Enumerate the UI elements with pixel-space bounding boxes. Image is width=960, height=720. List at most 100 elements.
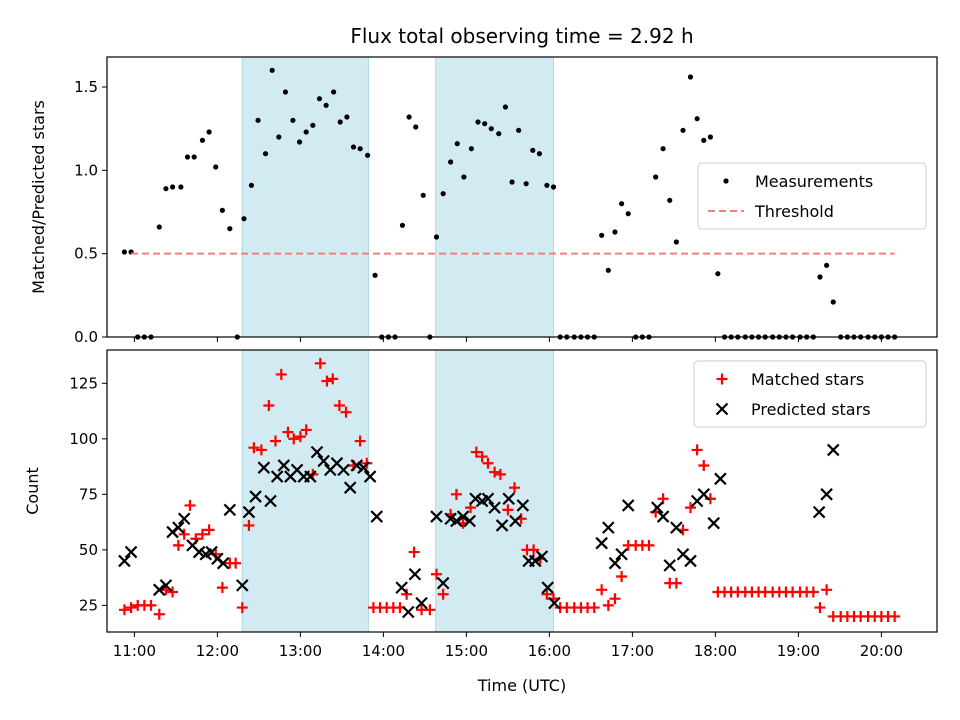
data-point bbox=[333, 400, 345, 412]
bottom-panel: 11:00 12:00 13:00 14:00 15:00 16:00 17:00 18:00… bbox=[23, 349, 938, 660]
y-tick-label: 0.5 bbox=[74, 245, 98, 263]
shaded-interval-2 bbox=[435, 56, 555, 338]
data-point bbox=[294, 431, 306, 443]
data-point bbox=[163, 186, 169, 192]
y-axis-label: Matched/Predicted stars bbox=[29, 100, 48, 294]
data-point bbox=[588, 602, 600, 614]
axes-frame bbox=[106, 349, 938, 633]
data-point bbox=[488, 501, 501, 514]
data-point bbox=[159, 579, 173, 592]
data-point bbox=[476, 451, 488, 463]
data-point bbox=[530, 147, 536, 153]
top-panel: 0.0 0.5 1.0 1.5 Matched/Predicted stars Measu… bbox=[29, 56, 938, 346]
data-point bbox=[276, 134, 282, 140]
data-point bbox=[357, 461, 370, 474]
data-point bbox=[431, 568, 443, 580]
data-point bbox=[282, 426, 294, 438]
data-point bbox=[330, 89, 337, 95]
data-point bbox=[372, 272, 378, 278]
data-point bbox=[475, 119, 481, 125]
data-point bbox=[424, 604, 436, 616]
data-point bbox=[509, 514, 522, 528]
data-point bbox=[415, 596, 428, 610]
data-point bbox=[701, 137, 707, 143]
data-point bbox=[830, 299, 836, 305]
data-point bbox=[153, 583, 166, 597]
data-point bbox=[516, 499, 530, 512]
data-point bbox=[541, 581, 555, 594]
data-point bbox=[243, 519, 255, 531]
data-point bbox=[199, 137, 206, 143]
data-point bbox=[616, 570, 628, 582]
data-point bbox=[602, 521, 615, 534]
data-point bbox=[357, 146, 363, 152]
data-point bbox=[463, 514, 476, 528]
data-point bbox=[124, 545, 138, 559]
data-point bbox=[395, 581, 408, 594]
y-axis-label: Count bbox=[23, 467, 42, 515]
data-point bbox=[420, 192, 426, 198]
data-point bbox=[216, 556, 230, 570]
x-tick-label: 12:00 bbox=[196, 642, 239, 660]
data-point bbox=[619, 201, 625, 207]
data-point bbox=[502, 492, 515, 506]
x-tick-label: 13:00 bbox=[279, 642, 322, 660]
data-point bbox=[118, 604, 130, 616]
data-point bbox=[277, 459, 291, 472]
data-point bbox=[481, 492, 495, 506]
data-point bbox=[625, 211, 631, 217]
data-point bbox=[269, 435, 281, 447]
data-point bbox=[535, 550, 549, 563]
data-point bbox=[255, 117, 261, 123]
data-point bbox=[494, 468, 506, 480]
data-point bbox=[468, 146, 474, 152]
data-point bbox=[643, 539, 655, 551]
data-point bbox=[270, 470, 284, 483]
data-point bbox=[596, 584, 608, 596]
data-point bbox=[820, 488, 833, 501]
data-point bbox=[145, 599, 157, 611]
data-point bbox=[482, 121, 488, 127]
data-point bbox=[707, 516, 721, 530]
data-point bbox=[454, 141, 460, 147]
data-point bbox=[698, 459, 710, 471]
data-point bbox=[282, 89, 289, 95]
data-point bbox=[343, 481, 357, 494]
data-point bbox=[436, 576, 450, 590]
data-point bbox=[249, 490, 262, 503]
shaded-interval-2 bbox=[435, 349, 555, 633]
data-point bbox=[288, 433, 300, 445]
data-point bbox=[177, 512, 191, 526]
data-point bbox=[544, 182, 550, 188]
data-point bbox=[206, 129, 212, 135]
x-tick-label: 16:00 bbox=[528, 642, 571, 660]
data-point bbox=[402, 605, 415, 619]
x-tick-label: 19:00 bbox=[777, 642, 820, 660]
data-point bbox=[323, 102, 329, 108]
legend-label: Measurements bbox=[755, 172, 873, 191]
data-point bbox=[670, 577, 682, 589]
data-point bbox=[203, 524, 215, 536]
data-point bbox=[344, 114, 350, 120]
data-point bbox=[153, 608, 165, 620]
data-point bbox=[118, 554, 131, 568]
data-point bbox=[269, 67, 275, 73]
series-measurements bbox=[121, 67, 898, 340]
data-point bbox=[178, 184, 184, 190]
data-point bbox=[257, 461, 271, 474]
legend-box bbox=[693, 360, 927, 428]
data-point bbox=[236, 602, 248, 614]
data-point bbox=[262, 151, 269, 157]
data-point bbox=[707, 134, 714, 140]
data-point bbox=[303, 129, 309, 135]
data-point bbox=[408, 546, 420, 558]
data-point bbox=[172, 521, 185, 534]
legend-marker bbox=[716, 373, 728, 385]
data-point bbox=[230, 557, 242, 569]
data-point bbox=[889, 610, 901, 622]
legend: Measurements Threshold bbox=[697, 162, 927, 230]
data-point bbox=[125, 602, 137, 614]
data-point bbox=[399, 222, 406, 228]
data-point bbox=[337, 119, 343, 125]
data-point bbox=[694, 116, 700, 122]
